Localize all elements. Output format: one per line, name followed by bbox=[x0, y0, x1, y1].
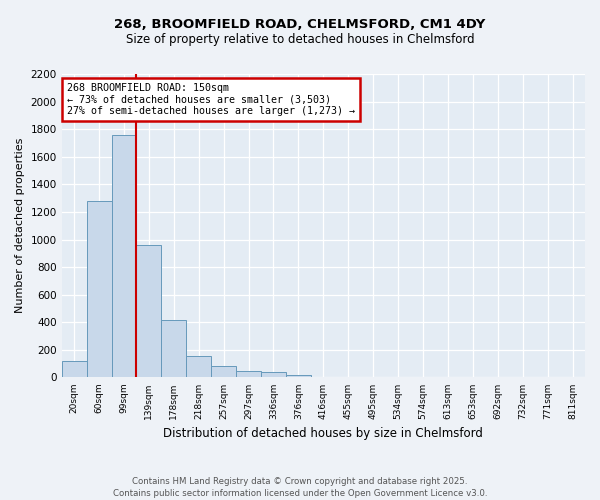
Text: Contains public sector information licensed under the Open Government Licence v3: Contains public sector information licen… bbox=[113, 489, 487, 498]
Bar bbox=[161, 320, 186, 378]
Bar bbox=[186, 356, 211, 378]
Y-axis label: Number of detached properties: Number of detached properties bbox=[15, 138, 25, 314]
Bar bbox=[62, 361, 86, 378]
X-axis label: Distribution of detached houses by size in Chelmsford: Distribution of detached houses by size … bbox=[163, 427, 483, 440]
Bar bbox=[236, 371, 261, 378]
Bar bbox=[286, 374, 311, 378]
Bar bbox=[261, 372, 286, 378]
Text: 268 BROOMFIELD ROAD: 150sqm
← 73% of detached houses are smaller (3,503)
27% of : 268 BROOMFIELD ROAD: 150sqm ← 73% of det… bbox=[67, 83, 355, 116]
Text: Size of property relative to detached houses in Chelmsford: Size of property relative to detached ho… bbox=[125, 32, 475, 46]
Bar bbox=[211, 366, 236, 378]
Text: 268, BROOMFIELD ROAD, CHELMSFORD, CM1 4DY: 268, BROOMFIELD ROAD, CHELMSFORD, CM1 4D… bbox=[115, 18, 485, 30]
Text: Contains HM Land Registry data © Crown copyright and database right 2025.: Contains HM Land Registry data © Crown c… bbox=[132, 478, 468, 486]
Bar bbox=[112, 134, 136, 378]
Bar bbox=[136, 245, 161, 378]
Bar bbox=[86, 201, 112, 378]
